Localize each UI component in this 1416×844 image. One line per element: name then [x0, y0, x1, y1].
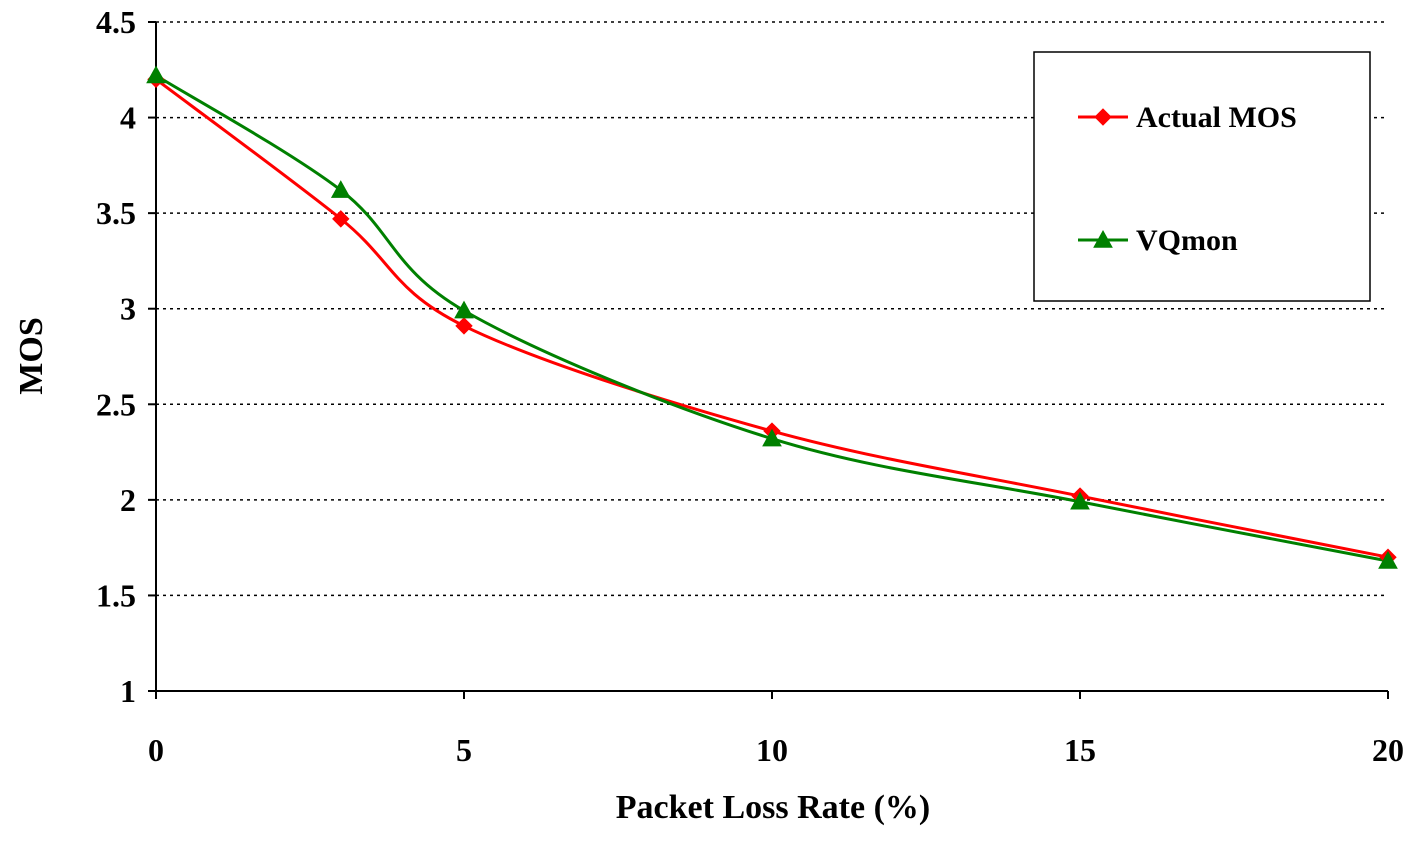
- x-tick-label: 10: [756, 732, 788, 768]
- data-point-triangle: [330, 180, 351, 198]
- y-tick-label: 3.5: [96, 195, 136, 231]
- grid-lines: [156, 21, 1388, 597]
- y-tick-label: 2: [120, 482, 136, 518]
- legend-marker: [1094, 108, 1112, 126]
- legend-label: Actual MOS: [1136, 101, 1297, 134]
- legend-entries: Actual MOS VQmon: [1078, 101, 1297, 257]
- data-point-triangle: [762, 428, 782, 447]
- y-tick-label: 4: [120, 100, 136, 136]
- y-tick-label: 3: [120, 291, 136, 327]
- x-axis-title: Packet Loss Rate (%): [616, 789, 930, 826]
- data-point-diamond: [332, 210, 350, 228]
- x-tick-label: 15: [1064, 732, 1096, 768]
- data-point-diamond: [455, 317, 473, 335]
- tick-labels: 1 1.5 2 2.5 3 3.5 4 4.5 0 5 10 15 20: [96, 4, 1404, 768]
- legend: Actual MOS VQmon: [1033, 51, 1371, 302]
- y-tick-label: 1: [120, 673, 136, 709]
- axes: [148, 21, 1389, 699]
- x-tick-label: 5: [456, 732, 472, 768]
- legend-label: VQmon: [1136, 224, 1238, 257]
- y-axis-title: MOS: [13, 317, 50, 394]
- y-tick-label: 2.5: [96, 386, 136, 422]
- y-tick-label: 4.5: [96, 4, 136, 40]
- data-point-triangle: [1070, 491, 1090, 510]
- series-markers: [146, 65, 1398, 569]
- legend-box: [1033, 51, 1371, 302]
- data-point-triangle: [146, 65, 166, 84]
- legend-marker: [1093, 229, 1113, 248]
- x-tick-label: 0: [148, 732, 164, 768]
- x-tick-label: 20: [1372, 732, 1404, 768]
- y-tick-label: 1.5: [96, 577, 136, 613]
- data-point-triangle: [1378, 550, 1398, 569]
- data-point-triangle: [454, 300, 474, 319]
